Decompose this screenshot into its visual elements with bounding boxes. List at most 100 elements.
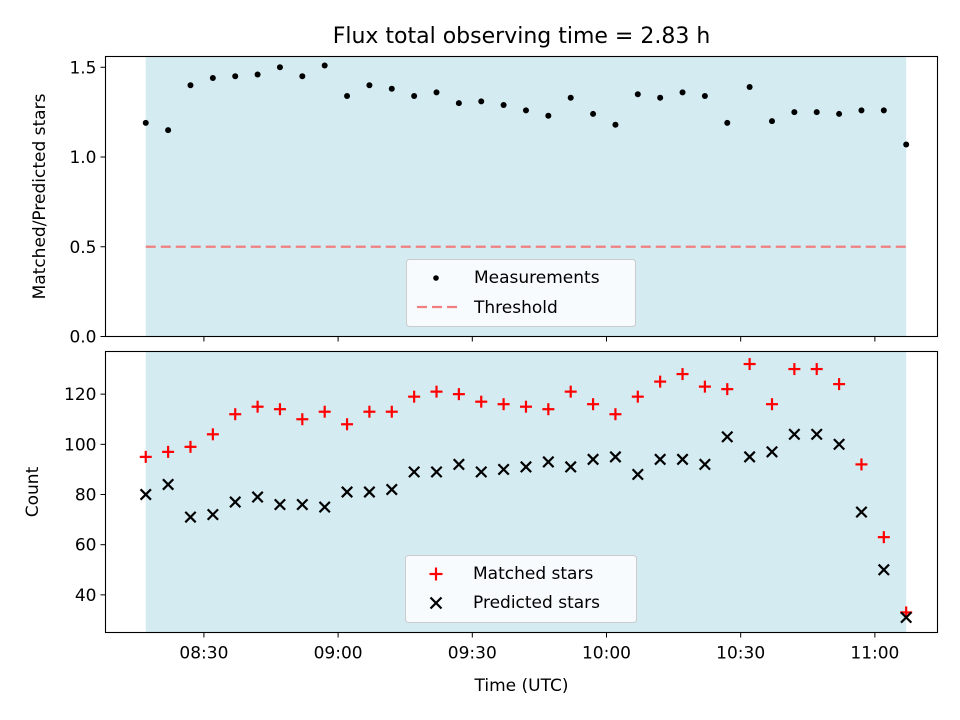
predicted-star-point — [900, 611, 913, 624]
top-y-tick-label: 0.5 — [69, 238, 96, 258]
measurement-point — [321, 62, 328, 69]
predicted-legend-label: Predicted stars — [473, 593, 600, 613]
measurement-point — [299, 73, 306, 80]
predicted-star-point — [452, 458, 465, 471]
x-tick-label: 10:00 — [582, 644, 631, 664]
top-x-ticks — [203, 336, 876, 342]
measurement-point — [590, 110, 597, 117]
measurement-point — [165, 127, 172, 134]
matched-star-point — [318, 405, 331, 418]
bottom-y-axis-label: Count — [23, 466, 43, 517]
bottom-y-tick-label: 60 — [75, 536, 97, 556]
threshold-legend-label: Threshold — [473, 298, 558, 318]
x-tick-label: 09:30 — [448, 644, 497, 664]
bottom-y-tick-label: 80 — [75, 486, 97, 506]
matched-star-point — [341, 418, 354, 431]
predicted-star-point — [564, 460, 577, 473]
top-y-tick-label: 1.0 — [69, 148, 96, 168]
x-tick-label: 09:00 — [314, 644, 363, 664]
predicted-star-point — [251, 491, 264, 503]
measurement-point — [858, 107, 865, 114]
matched-star-point — [609, 408, 622, 421]
measurement-point — [522, 107, 529, 114]
measurement-point — [433, 89, 440, 96]
measurement-point — [724, 119, 731, 126]
matched-star-point — [698, 380, 711, 393]
matched-star-point — [184, 440, 197, 453]
top-panel: 0.0 0.5 1.0 1.5 Matched/Predicted stars Mea… — [30, 55, 939, 348]
matched-star-point — [654, 375, 667, 388]
measurement-point — [813, 109, 820, 116]
bottom-legend: Matched stars Predicted stars — [405, 555, 637, 623]
predicted-star-point — [810, 428, 823, 441]
top-legend: Measurements Threshold — [406, 259, 636, 327]
matched-star-point — [810, 363, 823, 376]
measurement-point — [903, 141, 910, 148]
predicted-star-point — [676, 453, 689, 466]
predicted-star-point — [855, 506, 868, 519]
predicted-star-point — [743, 450, 756, 463]
bottom-y-tick-label: 100 — [64, 435, 96, 455]
matched-star-point — [788, 363, 801, 376]
measurement-point — [388, 85, 395, 92]
matched-star-point — [229, 408, 242, 421]
measurement-point — [366, 82, 373, 89]
x-tick-label: 08:30 — [179, 644, 228, 664]
bottom-y-tick-label: 40 — [75, 586, 97, 606]
measurement-point — [276, 64, 283, 71]
bottom-x-ticks: 08:30 09:00 09:30 10:00 10:30 11:00 — [179, 632, 899, 664]
x-axis-label: Time (UTC) — [474, 676, 569, 696]
matched-star-point — [430, 385, 443, 398]
predicted-star-point — [654, 453, 667, 466]
measurements-legend-marker — [433, 275, 439, 281]
measurement-point — [209, 75, 216, 82]
matched-star-point — [273, 403, 286, 416]
measurement-point — [679, 89, 686, 96]
predicted-star-point — [475, 465, 488, 478]
top-axes-frame — [104, 55, 939, 338]
bottom-panel: 40 60 80 100 120 08:30 09:00 09:30 10:00 10:30 11… — [23, 350, 939, 696]
predicted-star-point — [877, 563, 890, 576]
matched-star-point — [631, 390, 644, 403]
bottom-y-ticks: 40 60 80 100 120 — [64, 385, 106, 606]
predicted-star-point — [206, 508, 219, 521]
measurement-point — [411, 92, 418, 99]
matched-star-point — [564, 385, 577, 398]
measurement-point — [657, 94, 664, 101]
matched-star-point — [743, 358, 756, 371]
matched-legend-marker — [429, 567, 443, 581]
count-points — [139, 358, 913, 624]
matched-star-point — [877, 531, 890, 544]
matched-star-point — [587, 398, 600, 411]
matched-star-point — [542, 403, 555, 416]
predicted-star-point — [184, 511, 197, 524]
measurement-point — [791, 109, 798, 116]
predicted-star-point — [229, 496, 242, 509]
predicted-star-point — [721, 430, 734, 443]
matched-star-point — [765, 398, 778, 411]
predicted-legend-marker — [429, 596, 443, 610]
predicted-star-point — [631, 468, 644, 481]
bottom-axes-frame — [104, 350, 939, 634]
measurement-point — [232, 73, 239, 80]
matched-star-point — [497, 398, 510, 411]
x-tick-label: 11:00 — [850, 644, 899, 664]
measurement-points — [142, 62, 910, 148]
matched-star-point — [452, 388, 465, 401]
bottom-legend-box — [405, 555, 637, 623]
chart-title: Flux total observing time = 2.83 h — [333, 24, 711, 49]
predicted-star-point — [385, 483, 398, 496]
measurement-point — [634, 91, 641, 98]
predicted-star-point — [408, 465, 421, 478]
matched-star-point — [139, 450, 152, 463]
predicted-star-point — [430, 465, 443, 478]
predicted-star-point — [519, 460, 532, 473]
measurement-point — [545, 112, 552, 119]
predicted-star-point — [139, 488, 152, 501]
matched-star-point — [296, 413, 309, 426]
predicted-star-point — [542, 455, 555, 468]
matched-star-point — [519, 400, 532, 413]
top-y-tick-label: 1.5 — [69, 58, 96, 78]
predicted-star-point — [318, 501, 331, 514]
measurement-point — [254, 71, 261, 78]
